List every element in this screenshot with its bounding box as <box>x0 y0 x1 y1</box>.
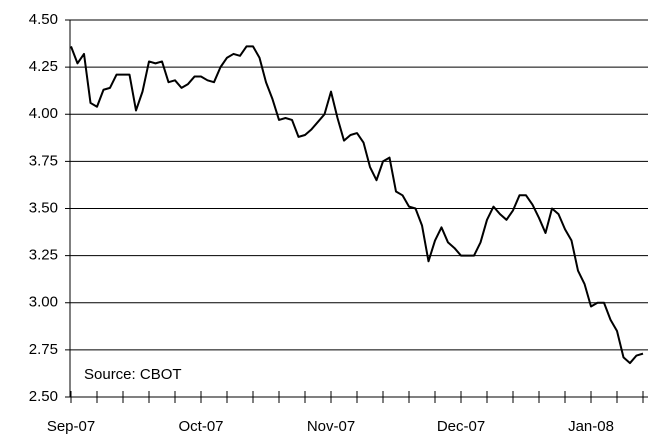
x-tick-label: Dec-07 <box>437 418 485 435</box>
annotation-box <box>72 360 187 390</box>
y-tick-label: 2.50 <box>29 388 58 405</box>
y-tick-label: 2.75 <box>29 341 58 358</box>
y-tick-label: 3.00 <box>29 294 58 311</box>
x-tick-label: Nov-07 <box>307 418 355 435</box>
y-tick-label: 3.25 <box>29 247 58 264</box>
x-tick-label: Oct-07 <box>178 418 223 435</box>
annotation: Source: CBOT <box>84 366 182 383</box>
y-tick-label: 4.50 <box>29 11 58 28</box>
x-tick-label: Sep-07 <box>47 418 95 435</box>
x-tick-label: Jan-08 <box>568 418 614 435</box>
y-tick-label: 4.00 <box>29 105 58 122</box>
y-tick-label: 3.75 <box>29 152 58 169</box>
y-tick-label: 3.50 <box>29 199 58 216</box>
y-tick-label: 4.25 <box>29 58 58 75</box>
line-series <box>70 45 644 365</box>
